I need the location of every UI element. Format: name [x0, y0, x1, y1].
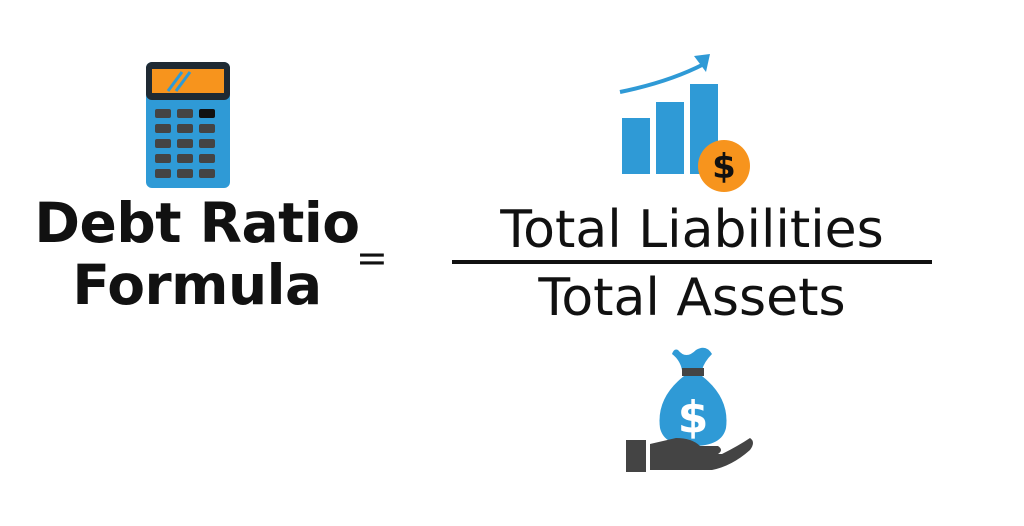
formula-title: Debt Ratio Formula — [32, 192, 362, 316]
title-line-1: Debt Ratio — [34, 191, 360, 255]
money-bag-in-hand-icon: $ — [626, 346, 756, 476]
calculator-icon — [146, 62, 230, 188]
denominator-total-assets: Total Assets — [538, 268, 846, 328]
dollar-coin-icon: $ — [697, 139, 751, 193]
growth-chart-icon — [614, 52, 754, 196]
bag-dollar-symbol: $ — [678, 392, 709, 443]
equals-sign: = — [356, 236, 388, 280]
title-line-2: Formula — [72, 253, 322, 317]
numerator-total-liabilities: Total Liabilities — [500, 200, 884, 260]
fraction-divider — [452, 260, 932, 264]
coin-dollar-symbol: $ — [712, 147, 736, 187]
